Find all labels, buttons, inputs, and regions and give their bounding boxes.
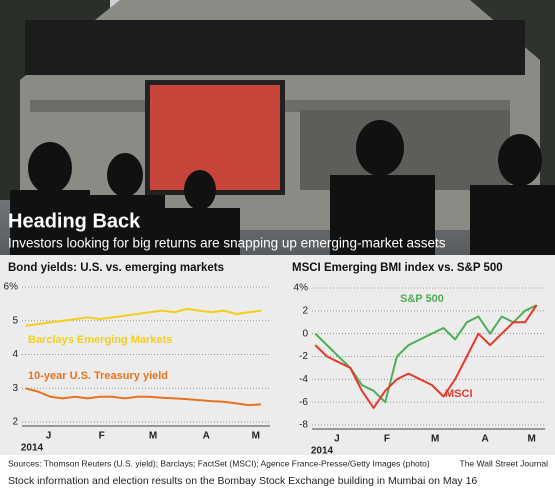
series-label: MSCI <box>445 388 473 400</box>
series-label: S&P 500 <box>400 293 444 305</box>
series-label: Barclays Emerging Markets <box>28 334 172 346</box>
y-tick-label: -2 <box>299 351 308 362</box>
x-tick-label: M <box>252 431 260 442</box>
x-axis-label: 2014 <box>311 446 334 457</box>
series-line <box>25 387 262 407</box>
credit: The Wall Street Journal <box>460 458 549 468</box>
x-tick-label: A <box>481 434 488 445</box>
y-tick-label: -6 <box>299 397 308 408</box>
y-tick-label: -8 <box>299 420 308 431</box>
x-tick-label: M <box>431 434 439 445</box>
x-tick-label: M <box>149 431 157 442</box>
caption: Stock information and election results o… <box>8 475 477 487</box>
y-tick-label: 5 <box>12 315 18 326</box>
y-tick-label: 2 <box>12 417 18 428</box>
y-tick-label: 6% <box>4 282 19 293</box>
y-tick-label: 3 <box>12 383 18 394</box>
y-tick-label: 4 <box>12 349 18 360</box>
y-tick-label: 4% <box>294 283 309 294</box>
series-line <box>314 304 538 409</box>
photo <box>0 0 555 260</box>
series-line <box>25 307 262 327</box>
x-tick-label: J <box>46 431 52 442</box>
subheadline: Investors looking for big returns are sn… <box>8 236 446 251</box>
sources: Sources: Thomson Reuters (U.S. yield); B… <box>8 458 430 468</box>
x-axis-label: 2014 <box>21 443 44 454</box>
y-tick-label: -4 <box>299 374 308 385</box>
y-tick-label: 0 <box>302 328 308 339</box>
series-label: 10-year U.S. Treasury yield <box>28 370 168 382</box>
x-tick-label: F <box>99 431 105 442</box>
y-tick-label: 2 <box>302 305 308 316</box>
x-tick-label: M <box>528 434 536 445</box>
chart-title: MSCI Emerging BMI index vs. S&P 500 <box>292 262 503 274</box>
headline: Heading Back <box>8 210 141 232</box>
footer <box>0 455 555 493</box>
x-tick-label: F <box>384 434 390 445</box>
x-tick-label: A <box>203 431 210 442</box>
x-tick-label: J <box>334 434 340 445</box>
chart-title: Bond yields: U.S. vs. emerging markets <box>8 262 224 274</box>
